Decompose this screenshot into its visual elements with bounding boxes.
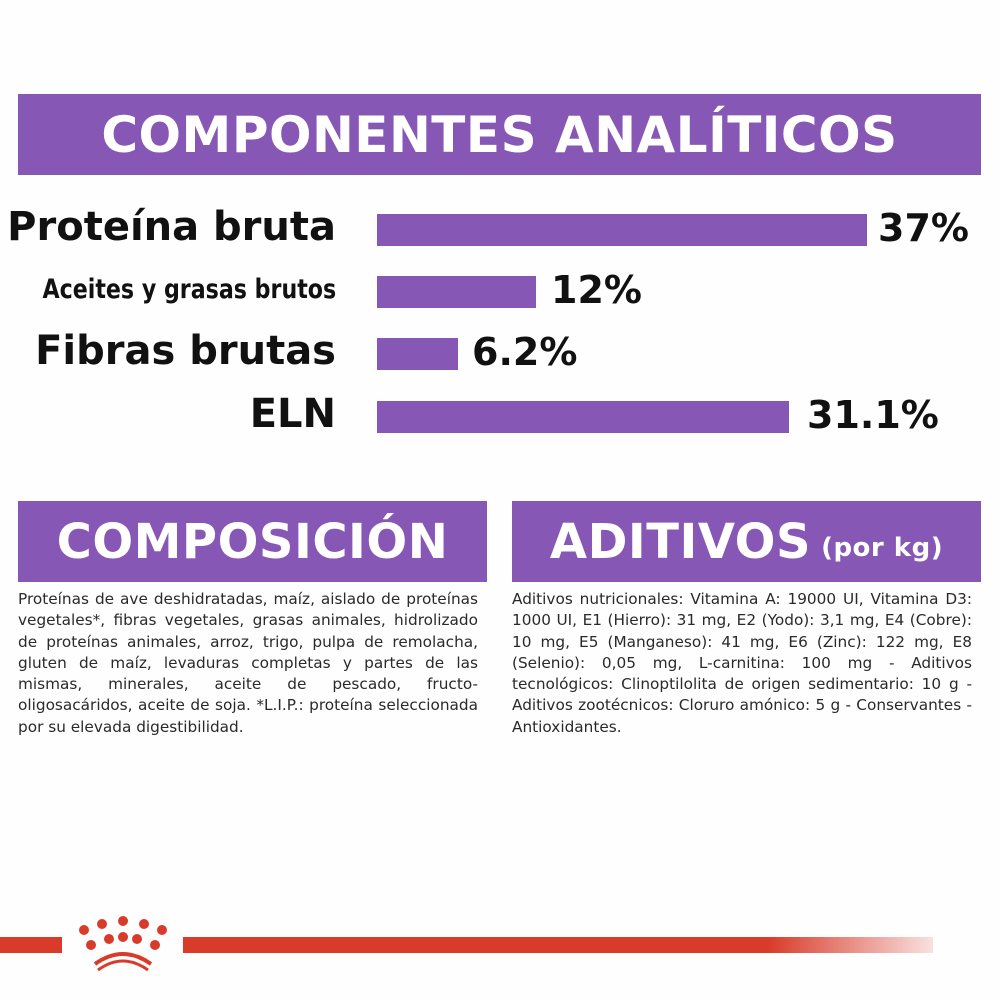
chart-row-value: 37% — [878, 206, 969, 250]
chart-bar — [377, 401, 789, 433]
chart-row-eln: ELN 31.1% — [0, 391, 1000, 437]
footer-red-line-right — [183, 937, 933, 953]
chart-row-label: Proteína bruta — [7, 204, 336, 250]
crown-icon — [79, 916, 167, 972]
chart-row-label: ELN — [249, 391, 336, 437]
chart-row-value: 12% — [551, 268, 642, 312]
composition-text: Proteínas de ave deshidratadas, maíz, ai… — [18, 590, 478, 736]
analytic-components-title: COMPONENTES ANALÍTICOS — [101, 105, 898, 164]
chart-row-value: 31.1% — [807, 393, 939, 437]
chart-bar — [377, 276, 536, 308]
additives-title: ADITIVOS — [549, 513, 812, 570]
chart-row-fiber: Fibras brutas 6.2% — [0, 328, 1000, 374]
chart-bar — [377, 338, 458, 370]
chart-bar — [377, 214, 867, 246]
additives-unit: (por kg) — [821, 532, 944, 563]
chart-row-protein: Proteína bruta 37% — [0, 204, 1000, 250]
chart-row-label: Fibras brutas — [35, 328, 336, 374]
analytic-components-header: COMPONENTES ANALÍTICOS — [18, 94, 981, 175]
additives-header: ADITIVOS (por kg) — [512, 501, 981, 582]
composition-header: COMPOSICIÓN — [18, 501, 487, 582]
additives-text: Aditivos nutricionales: Vitamina A: 1900… — [512, 590, 972, 736]
chart-row-label: Aceites y grasas brutos — [42, 274, 336, 305]
chart-row-fats: Aceites y grasas brutos 12% — [0, 268, 1000, 312]
composition-title: COMPOSICIÓN — [56, 513, 449, 570]
footer-red-line-left — [0, 937, 62, 953]
chart-row-value: 6.2% — [472, 330, 578, 374]
